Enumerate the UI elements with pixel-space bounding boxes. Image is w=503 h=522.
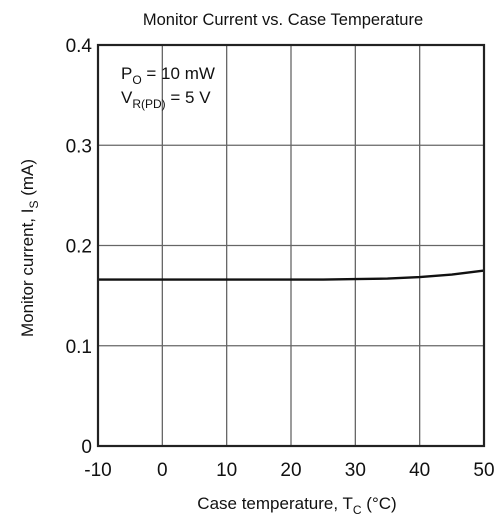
chart-title: Monitor Current vs. Case Temperature (143, 11, 423, 29)
annotation-vr-sub: R(PD) (132, 97, 165, 111)
annotation-po: PO = 10 mW (121, 64, 215, 87)
annotation-po-rest: = 10 mW (142, 64, 215, 83)
y-tick-label: 0.3 (66, 136, 92, 157)
x-axis-label-unit: (°C) (362, 494, 397, 513)
y-tick-label: 0 (81, 437, 92, 458)
annotation-box: PO = 10 mW VR(PD) = 5 V (121, 64, 215, 111)
x-tick-label: 50 (473, 460, 494, 481)
annotation-vr-main: V (121, 88, 133, 107)
annotation-vr: VR(PD) = 5 V (121, 88, 211, 111)
grid-lines (98, 45, 484, 446)
x-tick-label: 10 (216, 460, 237, 481)
x-axis-label-main: Case temperature, T (197, 494, 353, 513)
y-tick-label: 0.2 (66, 237, 92, 258)
y-axis-label-main: Monitor current, I (18, 209, 37, 338)
x-tick-label: 0 (157, 460, 168, 481)
x-tick-label: 20 (280, 460, 301, 481)
y-axis-label-unit: (mA) (18, 159, 37, 201)
annotation-po-sub: O (132, 73, 141, 87)
y-axis-label: Monitor current, IS (mA) (18, 159, 41, 337)
y-axis-label-sub: S (27, 201, 41, 209)
x-tick-label: 30 (345, 460, 366, 481)
series-layer (98, 269, 485, 281)
y-tick-label: 0.4 (66, 36, 93, 57)
x-tick-label: 40 (409, 460, 430, 481)
x-axis-label-sub: C (353, 503, 362, 517)
series-line (98, 269, 485, 281)
x-axis-label: Case temperature, TC (°C) (197, 494, 396, 517)
x-tick-label: -10 (84, 460, 111, 481)
annotation-vr-rest: = 5 V (166, 88, 212, 107)
annotation-po-main: P (121, 64, 132, 83)
plot-frame (96, 43, 486, 448)
y-tick-label: 0.1 (66, 337, 92, 358)
